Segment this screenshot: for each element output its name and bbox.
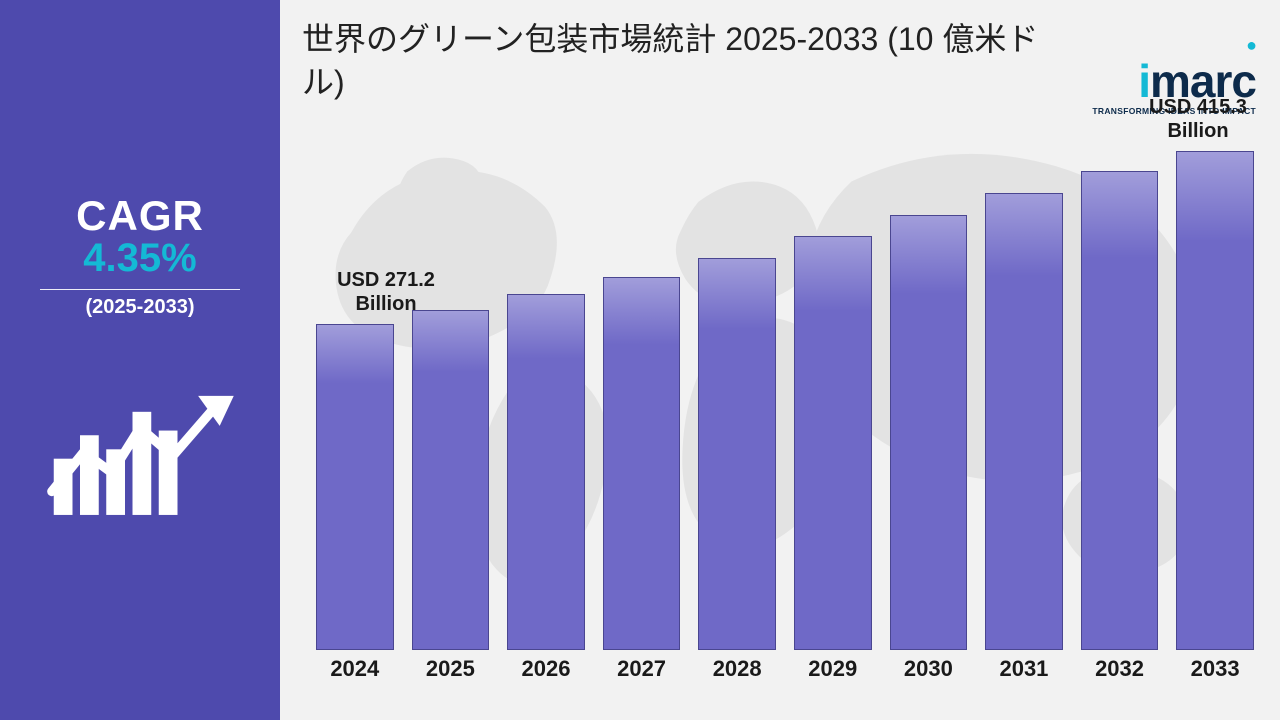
bar-wrap [985, 193, 1063, 650]
bar-wrap [1176, 151, 1254, 650]
bar-wrap [603, 277, 681, 650]
cagr-label: CAGR [76, 192, 204, 240]
bar-wrap [794, 236, 872, 650]
main: 世界のグリーン包装市場統計 2025-2033 (10 億米ドル) ● imar… [280, 0, 1280, 720]
cagr-range: (2025-2033) [86, 296, 195, 319]
x-axis-label: 2024 [316, 650, 394, 700]
bar-wrap [890, 215, 968, 650]
bar [507, 294, 585, 650]
x-axis-label: 2032 [1081, 650, 1159, 700]
cagr-divider [40, 289, 240, 290]
cagr-value: 4.35% [83, 236, 196, 281]
x-axis-label: 2026 [507, 650, 585, 700]
bar [985, 193, 1063, 650]
bar [1176, 151, 1254, 650]
logo-dot-icon: ● [1246, 36, 1256, 54]
bar-wrap [698, 258, 776, 650]
callout-last-line1: USD 415.3 [1149, 96, 1247, 118]
x-axis-label: 2033 [1176, 650, 1254, 700]
chart-title: 世界のグリーン包装市場統計 2025-2033 (10 億米ドル) [302, 18, 1060, 104]
x-axis-label: 2025 [412, 650, 490, 700]
bar-wrap [316, 324, 394, 650]
sidebar: CAGR 4.35% (2025-2033) [0, 0, 280, 720]
x-axis-label: 2028 [698, 650, 776, 700]
bar [1081, 171, 1159, 650]
bar [412, 310, 490, 650]
bar [603, 277, 681, 650]
x-axis: 2024 2025 2026 2027 2028 2029 2030 2031 2032 2033 [310, 650, 1260, 700]
bars-container [310, 120, 1260, 650]
bar [698, 258, 776, 650]
x-axis-label: 2029 [794, 650, 872, 700]
bar [890, 215, 968, 650]
logo-text: ● imarc [1092, 12, 1256, 104]
bar-chart: USD 271.2 Billion USD 415.3 Billion 2024… [310, 120, 1260, 700]
growth-chart-icon [45, 379, 235, 529]
root: CAGR 4.35% (2025-2033) 世界のグリーン包装市場統計 202… [0, 0, 1280, 720]
bar [316, 324, 394, 650]
bar [794, 236, 872, 650]
x-axis-label: 2027 [603, 650, 681, 700]
bar-wrap [1081, 171, 1159, 650]
x-axis-label: 2031 [985, 650, 1063, 700]
bar-wrap [507, 294, 585, 650]
x-axis-label: 2030 [890, 650, 968, 700]
bar-wrap [412, 310, 490, 650]
